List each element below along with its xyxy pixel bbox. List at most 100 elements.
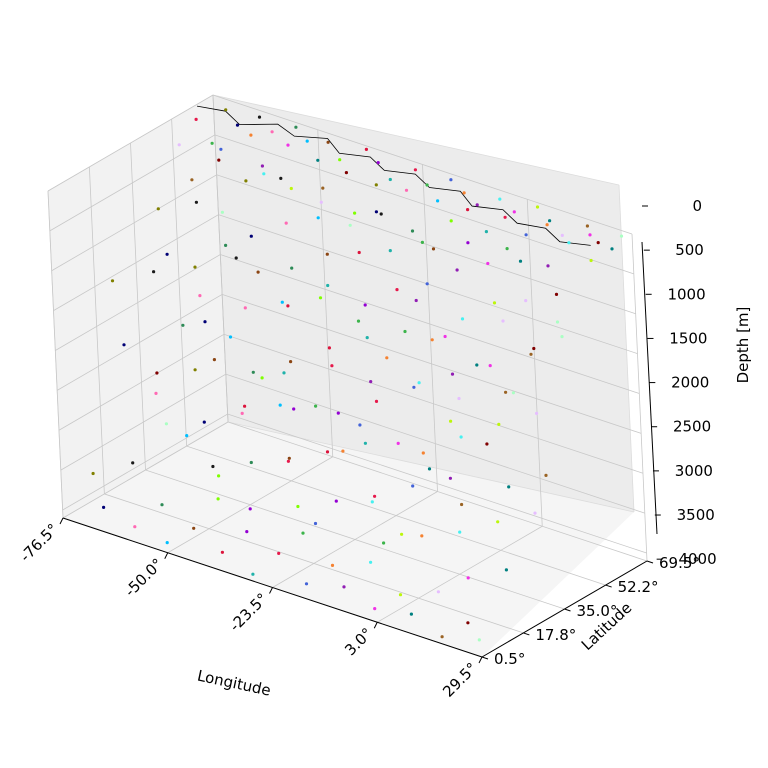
data-point: [220, 210, 224, 214]
data-point: [374, 183, 378, 187]
coastline: [196, 105, 591, 246]
data-point: [262, 172, 266, 176]
data-point: [497, 422, 501, 426]
data-point: [443, 334, 447, 339]
data-point: [555, 320, 560, 324]
data-point: [459, 435, 463, 439]
data-point: [154, 391, 158, 395]
data-point: [304, 582, 309, 586]
data-point: [314, 404, 318, 408]
data-point: [219, 147, 223, 151]
data-point: [294, 125, 298, 129]
data-point: [409, 612, 413, 616]
data-point: [193, 265, 197, 269]
data-point: [336, 411, 340, 415]
data-point: [450, 372, 455, 376]
data-point: [460, 502, 464, 507]
data-point: [455, 268, 459, 272]
data-point: [165, 541, 169, 545]
data-point: [289, 186, 293, 191]
x-tick-label: 3.0°: [341, 624, 376, 659]
data-point: [185, 434, 189, 438]
data-point: [228, 335, 233, 339]
data-point: [374, 210, 378, 214]
data-point: [373, 494, 377, 498]
x-tick-label: -50.0°: [121, 555, 166, 600]
z-tick-label: 0: [692, 197, 702, 215]
data-point: [373, 607, 377, 611]
x-tick-mark: [59, 517, 64, 525]
data-point: [122, 343, 126, 347]
data-point: [427, 467, 432, 471]
data-point: [544, 473, 548, 477]
data-point: [220, 550, 224, 554]
data-point: [260, 376, 264, 380]
data-point: [430, 338, 434, 342]
data-point: [413, 168, 417, 172]
pane-edge: [212, 94, 620, 186]
data-point: [316, 158, 320, 162]
z-grid-line: [49, 134, 634, 275]
z-grid-line: [55, 254, 640, 394]
data-point: [524, 233, 528, 237]
data-point: [505, 247, 509, 251]
data-point: [290, 266, 294, 270]
data-point: [503, 215, 507, 219]
data-point: [190, 178, 194, 182]
data-point: [357, 250, 361, 255]
data-point: [560, 233, 564, 237]
data-point: [194, 117, 198, 121]
data-point: [325, 450, 330, 454]
data-point: [155, 371, 159, 375]
data-point: [388, 177, 392, 182]
z-tick-label: 2000: [671, 374, 709, 392]
data-point: [330, 563, 335, 568]
data-point: [224, 243, 228, 247]
data-point: [210, 141, 214, 145]
z-tick-label: 4000: [678, 550, 716, 568]
data-point: [344, 171, 348, 175]
data-point: [296, 504, 300, 509]
data-point: [596, 241, 600, 245]
coastline-layer: [196, 105, 591, 246]
data-point: [192, 526, 196, 530]
data-point: [270, 130, 274, 134]
data-point: [202, 420, 206, 424]
data-point: [110, 279, 115, 283]
data-point: [385, 356, 389, 360]
z-tick-label: 1500: [669, 329, 707, 347]
data-point: [436, 199, 440, 203]
data-point: [498, 197, 502, 201]
data-point: [492, 301, 497, 305]
data-point: [588, 233, 592, 237]
data-point: [289, 360, 293, 364]
data-point: [512, 210, 516, 214]
data-point: [382, 541, 386, 545]
data-point: [292, 407, 296, 411]
data-point: [198, 294, 202, 298]
data-point: [388, 249, 392, 253]
data-point: [460, 317, 465, 321]
data-point: [370, 500, 374, 504]
axes-panes: [47, 94, 635, 657]
z-grid-line: [56, 293, 642, 434]
y-grid-line: [130, 142, 565, 610]
data-point: [313, 521, 318, 526]
data-point: [518, 259, 523, 263]
data-point: [248, 507, 252, 511]
data-point: [212, 358, 216, 362]
z-grid-line: [58, 333, 644, 474]
data-point: [363, 441, 367, 445]
x-tick-mark: [164, 552, 169, 559]
z-tick-label: 3500: [677, 506, 715, 524]
data-point: [376, 161, 380, 165]
data-point: [535, 205, 540, 209]
y-tick-mark: [646, 560, 654, 564]
data-point: [403, 329, 407, 334]
z-grid-line: [60, 373, 645, 514]
data-point: [420, 240, 424, 244]
axis-lines: [59, 205, 663, 664]
z-tick-label: 2500: [673, 418, 711, 436]
